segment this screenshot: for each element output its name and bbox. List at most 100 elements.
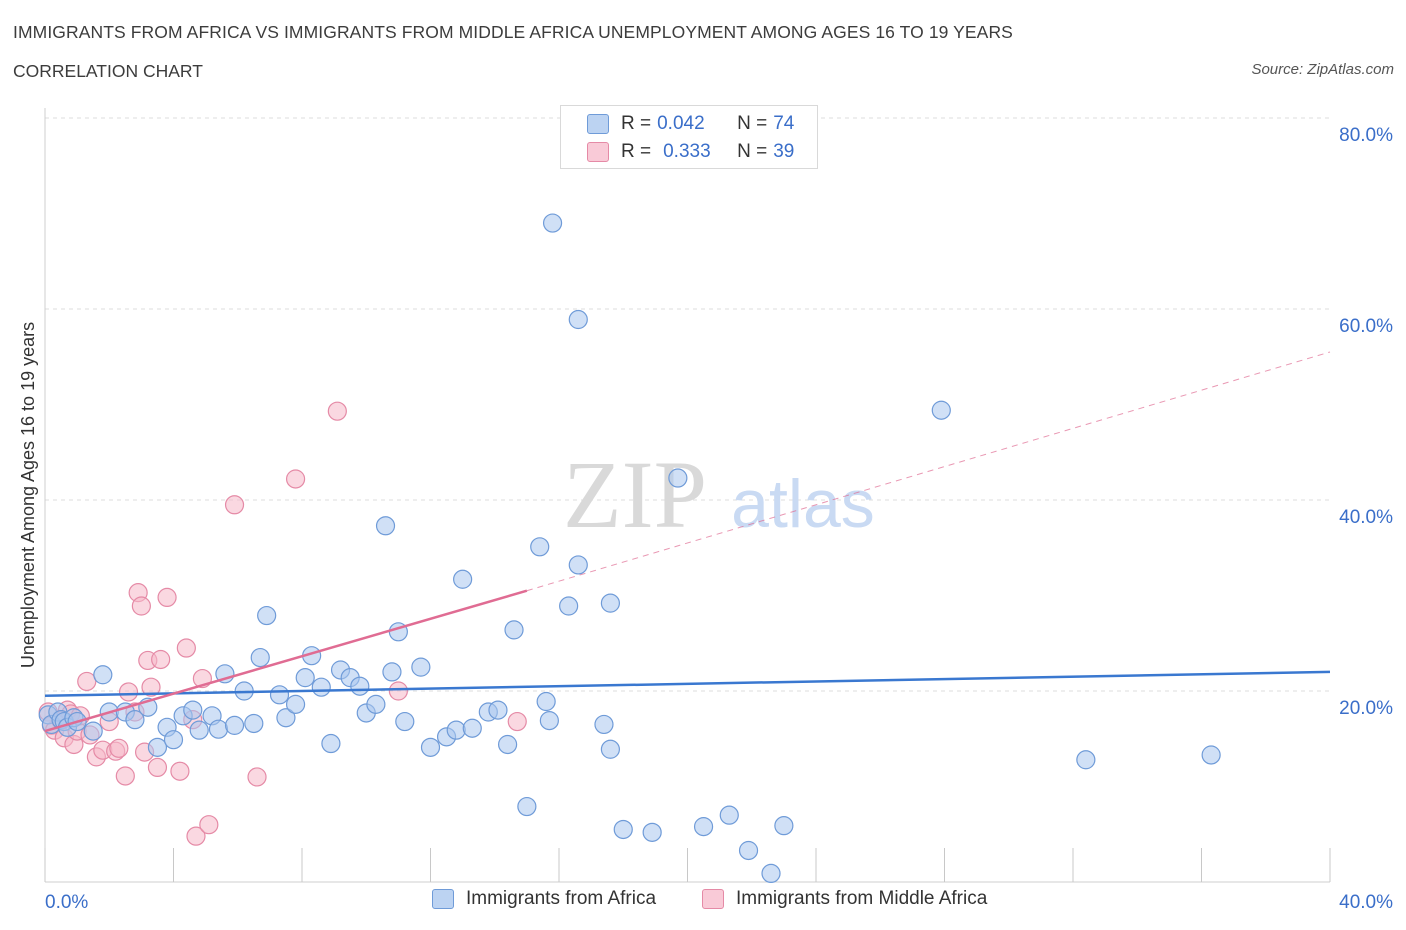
point-africa: [774, 816, 794, 836]
point-middle-africa: [115, 766, 135, 786]
point-africa: [642, 822, 662, 842]
x-tick-label-min: 0.0%: [45, 892, 88, 913]
legend-r-label: R =: [621, 141, 652, 162]
series-swatch-blue: [432, 889, 454, 909]
series-legend-middle-africa: Immigrants from Middle Africa: [702, 888, 987, 910]
point-middle-africa: [199, 815, 219, 835]
point-africa: [462, 718, 482, 738]
point-africa: [93, 665, 113, 685]
point-middle-africa: [131, 596, 151, 616]
point-africa: [420, 737, 441, 757]
point-africa: [568, 309, 588, 330]
point-africa: [504, 620, 524, 640]
point-africa: [208, 719, 229, 739]
point-middle-africa: [224, 495, 245, 515]
point-middle-africa: [247, 767, 267, 787]
legend-r-value: 0.042: [657, 113, 705, 134]
point-africa: [83, 721, 103, 741]
point-africa: [530, 537, 550, 557]
point-middle-africa: [147, 757, 168, 778]
trend-extension-middle-africa: [526, 351, 1331, 592]
legend-n-value: 74: [773, 113, 795, 134]
point-africa: [250, 647, 270, 668]
trend-line-africa: [44, 670, 1331, 698]
y-tick-label: 40.0%: [1339, 507, 1393, 528]
point-middle-africa: [507, 711, 527, 732]
point-africa: [594, 714, 614, 735]
point-africa: [446, 720, 466, 740]
watermark-zip: ZIP: [563, 441, 707, 548]
y-axis-label: Unemployment Among Ages 16 to 19 years: [18, 322, 38, 668]
point-middle-africa: [151, 649, 171, 670]
point-middle-africa: [176, 638, 196, 658]
legend-r-value: 0.333: [663, 141, 711, 162]
series-africa-points: [38, 213, 1221, 884]
point-africa: [276, 708, 296, 728]
point-africa: [600, 739, 621, 759]
series-swatch-pink: [702, 889, 724, 909]
legend-n-label: N =: [737, 141, 768, 162]
point-africa: [559, 596, 579, 616]
point-africa: [183, 700, 203, 720]
point-africa: [1201, 745, 1221, 765]
point-africa: [395, 711, 415, 732]
point-africa: [931, 400, 951, 420]
point-middle-africa: [141, 677, 161, 697]
point-africa: [761, 863, 781, 884]
point-africa: [269, 685, 290, 705]
series-middle-africa-points: [38, 401, 527, 846]
point-middle-africa: [186, 826, 206, 846]
point-africa: [147, 737, 168, 757]
series-name-africa: Immigrants from Africa: [466, 888, 657, 909]
point-middle-africa: [157, 587, 177, 608]
point-africa: [498, 734, 518, 755]
point-africa: [1076, 750, 1096, 770]
point-africa: [244, 713, 264, 734]
series-name-middle-africa: Immigrants from Middle Africa: [736, 888, 988, 909]
x-tick-label-max: 40.0%: [1339, 892, 1393, 913]
legend-row-middle-africa: R = 0.333 N = 39: [587, 140, 794, 164]
point-africa: [539, 711, 559, 731]
point-africa: [311, 677, 331, 697]
axes: [44, 108, 1331, 883]
series-legend: Immigrants from Africa Immigrants from M…: [0, 888, 1406, 916]
y-tick-label: 60.0%: [1339, 316, 1393, 337]
point-africa: [375, 516, 396, 536]
point-africa: [382, 662, 402, 682]
point-middle-africa: [109, 738, 129, 758]
point-africa: [366, 694, 386, 714]
axis-labels: 20.0% 40.0% 60.0% 80.0% 0.0% 40.0% Unemploymen…: [18, 125, 1393, 913]
point-africa: [542, 213, 563, 233]
point-africa: [693, 817, 714, 837]
legend-row-africa: R = 0.042 N = 74: [587, 112, 794, 136]
point-africa: [257, 605, 277, 626]
legend-r-label: R =: [621, 113, 652, 134]
point-middle-africa: [118, 682, 139, 702]
point-africa: [285, 694, 306, 714]
legend-n-value: 39: [773, 141, 795, 162]
watermark-atlas: atlas: [731, 466, 875, 542]
point-africa: [453, 569, 473, 589]
point-africa: [488, 700, 508, 720]
point-africa: [668, 468, 688, 488]
point-africa: [738, 840, 759, 861]
point-africa: [719, 805, 739, 825]
watermark: ZIP atlas: [563, 441, 875, 548]
point-africa: [600, 593, 621, 613]
point-africa: [163, 730, 184, 750]
point-middle-africa: [388, 681, 408, 701]
point-middle-africa: [77, 671, 97, 692]
chart-subtitle: CORRELATION CHART: [13, 61, 203, 81]
trend-lines: [44, 351, 1331, 733]
point-middle-africa: [170, 761, 190, 781]
point-africa: [613, 819, 633, 840]
grid-lines: [45, 117, 1330, 692]
point-africa: [224, 715, 245, 735]
legend-swatch-blue: [587, 114, 609, 134]
legend-swatch-pink: [587, 142, 609, 162]
source-label: Source: ZipAtlas.com: [1251, 61, 1394, 78]
y-tick-label: 20.0%: [1339, 698, 1393, 719]
point-africa: [189, 720, 209, 740]
point-africa: [568, 555, 588, 575]
